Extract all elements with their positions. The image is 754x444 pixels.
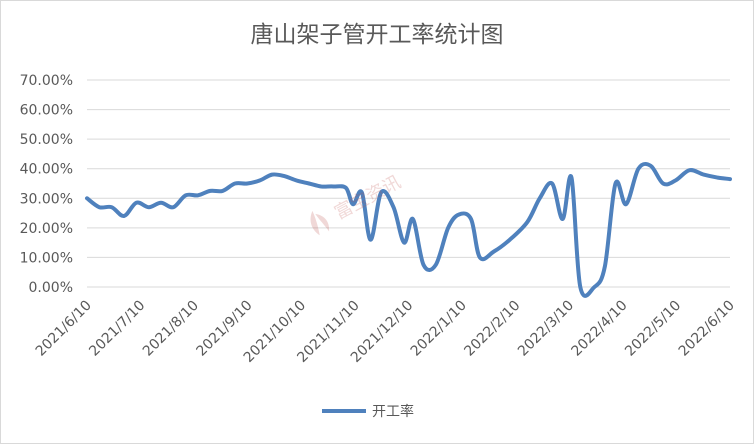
x-tick-label: 2021/8/10 <box>140 298 202 360</box>
x-axis-ticks: 2021/6/102021/7/102021/8/102021/9/102021… <box>33 298 738 366</box>
fubao-logo-icon <box>310 210 330 236</box>
y-tick-label: 30.00% <box>20 191 73 207</box>
y-tick-label: 40.00% <box>20 162 73 178</box>
x-tick-label: 2022/5/10 <box>622 298 684 360</box>
y-tick-label: 0.00% <box>29 280 73 296</box>
x-tick-label: 2022/6/10 <box>676 298 738 360</box>
legend-label-kaigonglv: 开工率 <box>372 403 414 420</box>
watermark: 富宝资讯 <box>300 166 406 241</box>
x-tick-label: 2021/7/10 <box>86 298 148 360</box>
x-tick-label: 2022/4/10 <box>569 298 631 360</box>
legend: 开工率 <box>322 403 414 420</box>
y-tick-label: 10.00% <box>20 250 73 266</box>
y-tick-label: 50.00% <box>20 132 73 148</box>
y-tick-label: 60.00% <box>20 103 73 119</box>
x-tick-label: 2022/1/10 <box>408 298 470 360</box>
series-line-kaigonglv <box>85 161 732 298</box>
y-tick-label: 20.00% <box>20 221 73 237</box>
chart-title: 唐山架子管开工率统计图 <box>250 22 504 48</box>
x-tick-label: 2022/3/10 <box>515 298 577 360</box>
y-tick-label: 70.00% <box>20 73 73 89</box>
x-tick-label: 2021/6/10 <box>33 298 95 360</box>
x-tick-label: 2022/2/10 <box>461 298 523 360</box>
y-axis-ticks: 0.00% 10.00% 20.00% 30.00% 40.00% 50.00% 60.00… <box>20 73 73 296</box>
